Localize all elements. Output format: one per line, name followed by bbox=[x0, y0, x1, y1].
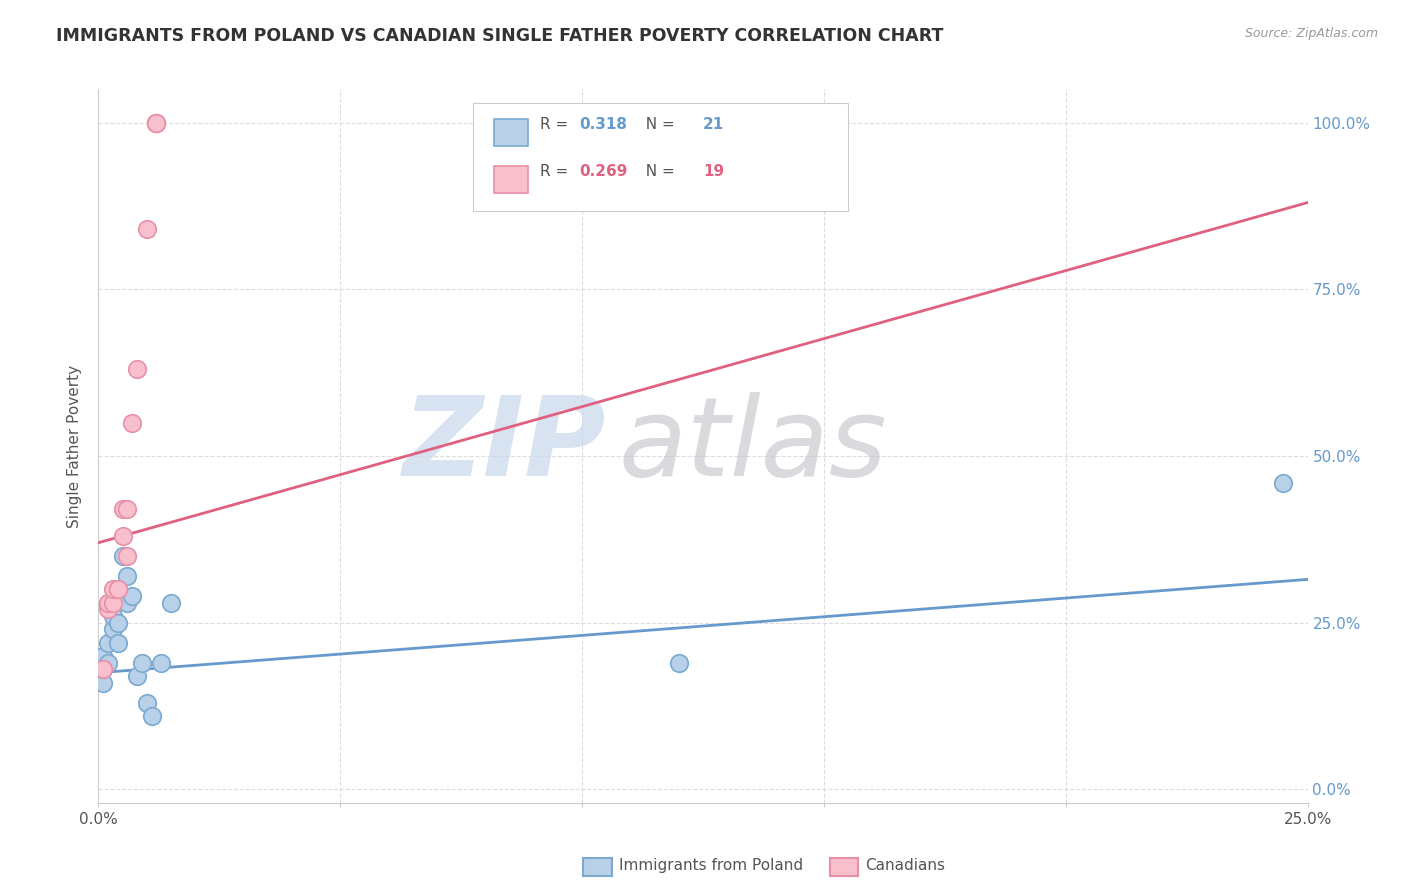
Point bbox=[107, 582, 129, 597]
Point bbox=[127, 362, 149, 376]
Point bbox=[111, 529, 134, 543]
Point bbox=[145, 115, 167, 129]
Point bbox=[121, 416, 143, 430]
Point bbox=[97, 636, 120, 650]
Point bbox=[107, 636, 129, 650]
Text: IMMIGRANTS FROM POLAND VS CANADIAN SINGLE FATHER POVERTY CORRELATION CHART: IMMIGRANTS FROM POLAND VS CANADIAN SINGL… bbox=[56, 27, 943, 45]
Point bbox=[91, 675, 114, 690]
Point bbox=[150, 656, 173, 670]
Point bbox=[91, 662, 114, 676]
Point bbox=[101, 582, 124, 597]
Point bbox=[135, 222, 157, 236]
Point bbox=[127, 669, 149, 683]
Y-axis label: Single Father Poverty: Single Father Poverty bbox=[67, 365, 83, 527]
Point bbox=[111, 549, 134, 563]
Text: Canadians: Canadians bbox=[865, 858, 945, 872]
Point bbox=[107, 615, 129, 630]
Point bbox=[141, 709, 163, 723]
Point bbox=[101, 609, 124, 624]
Text: ZIP: ZIP bbox=[402, 392, 606, 500]
Text: 19: 19 bbox=[703, 164, 724, 178]
Point bbox=[97, 596, 120, 610]
Bar bbox=[494, 166, 527, 193]
Text: N =: N = bbox=[637, 164, 681, 178]
Point bbox=[135, 696, 157, 710]
Point bbox=[117, 569, 139, 583]
Text: Immigrants from Poland: Immigrants from Poland bbox=[619, 858, 803, 872]
Point bbox=[107, 582, 129, 597]
Point bbox=[145, 115, 167, 129]
Text: 21: 21 bbox=[703, 118, 724, 132]
Text: N =: N = bbox=[637, 118, 681, 132]
Point bbox=[160, 596, 183, 610]
Point bbox=[91, 649, 114, 664]
Point bbox=[117, 502, 139, 516]
Point bbox=[111, 502, 134, 516]
Point bbox=[1272, 475, 1295, 490]
Text: 0.269: 0.269 bbox=[579, 164, 628, 178]
Point bbox=[117, 596, 139, 610]
Bar bbox=[494, 120, 527, 146]
Point bbox=[97, 602, 120, 616]
Point bbox=[117, 549, 139, 563]
Point bbox=[101, 623, 124, 637]
Text: R =: R = bbox=[540, 164, 572, 178]
Text: R =: R = bbox=[540, 118, 572, 132]
Point bbox=[101, 596, 124, 610]
Text: 0.318: 0.318 bbox=[579, 118, 627, 132]
Point bbox=[668, 656, 690, 670]
Point bbox=[121, 589, 143, 603]
Point bbox=[145, 115, 167, 129]
Point bbox=[91, 662, 114, 676]
Point bbox=[97, 596, 120, 610]
Text: atlas: atlas bbox=[619, 392, 887, 500]
Point bbox=[97, 656, 120, 670]
Text: Source: ZipAtlas.com: Source: ZipAtlas.com bbox=[1244, 27, 1378, 40]
Point bbox=[145, 115, 167, 129]
Point bbox=[131, 656, 153, 670]
FancyBboxPatch shape bbox=[474, 103, 848, 211]
